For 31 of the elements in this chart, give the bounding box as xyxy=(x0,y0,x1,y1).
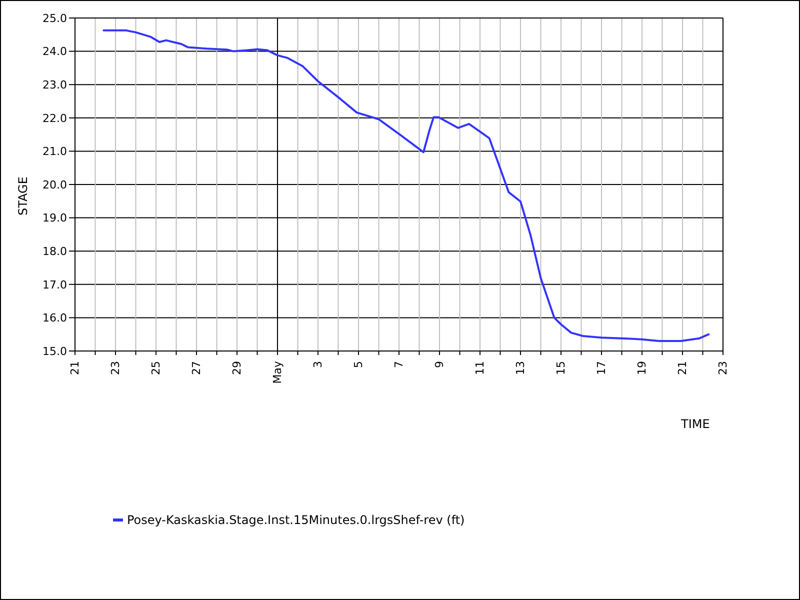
y-tick-label: 19.0 xyxy=(42,212,67,225)
x-axis-title: TIME xyxy=(681,417,710,431)
y-tick-label: 20.0 xyxy=(42,178,67,192)
x-tick-label: 7 xyxy=(392,361,406,368)
y-tick-label: 21.0 xyxy=(42,145,67,158)
x-tick-label: 25 xyxy=(150,361,162,375)
x-tick-label: 21 xyxy=(676,361,689,375)
x-tick-label: 17 xyxy=(595,361,608,375)
y-tick-label: 23.0 xyxy=(42,78,67,92)
x-tick-label: 23 xyxy=(716,361,730,375)
x-tick-label: 5 xyxy=(352,361,365,368)
y-tick-label: 17.0 xyxy=(42,278,67,292)
y-axis-title: STAGE xyxy=(16,176,30,216)
x-tick-label: 29 xyxy=(230,361,244,375)
x-tick-label: 23 xyxy=(109,361,122,375)
x-tick-label: 27 xyxy=(190,361,203,375)
x-tick-label: 13 xyxy=(514,361,527,375)
x-tick-label: 15 xyxy=(554,361,568,375)
y-tick-label: 22.0 xyxy=(42,112,67,125)
x-tick-label: May xyxy=(271,360,284,384)
legend-label: Posey-Kaskaskia.Stage.Inst.15Minutes.0.lrgsShef-rev (ft) xyxy=(127,513,465,527)
y-tick-label: 25.0 xyxy=(42,12,67,25)
y-tick-label: 18.0 xyxy=(42,245,67,258)
x-tick-label: 19 xyxy=(636,361,648,375)
y-tick-label: 24.0 xyxy=(42,45,67,58)
x-tick-label: 9 xyxy=(433,361,446,368)
y-tick-label: 15.0 xyxy=(42,344,67,358)
y-tick-label: 16.0 xyxy=(42,312,67,325)
x-tick-label: 21 xyxy=(68,361,82,375)
x-tick-label: 3 xyxy=(312,361,324,368)
x-tick-label: 11 xyxy=(474,361,486,375)
